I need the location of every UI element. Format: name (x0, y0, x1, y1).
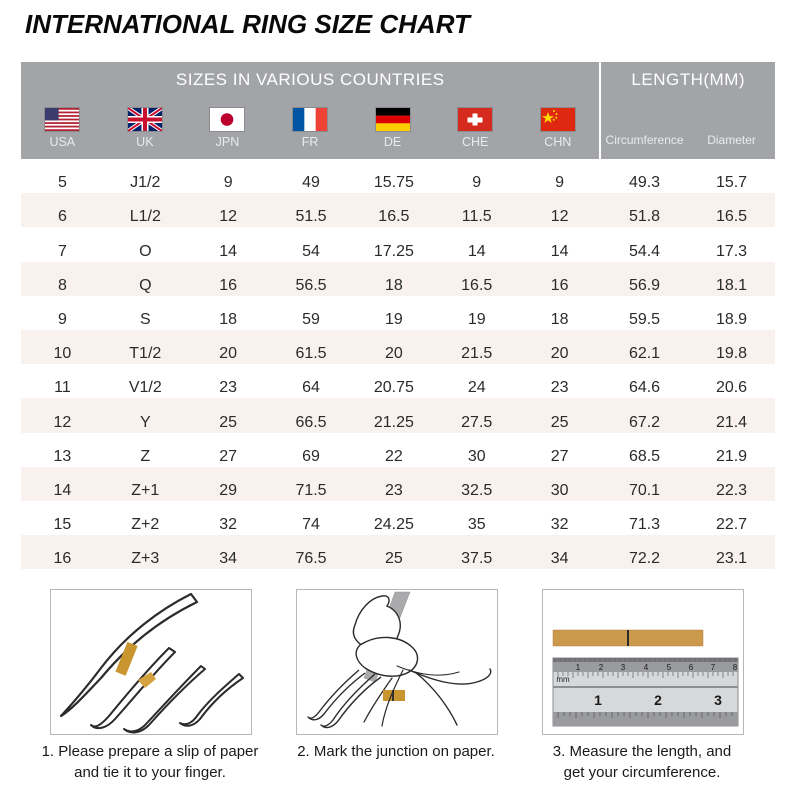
svg-text:4: 4 (644, 663, 649, 672)
svg-text:3: 3 (714, 692, 722, 708)
svg-text:1: 1 (594, 692, 602, 708)
svg-text:8: 8 (733, 663, 738, 672)
svg-text:2: 2 (599, 663, 604, 672)
svg-text:2: 2 (654, 692, 662, 708)
svg-text:6: 6 (689, 663, 694, 672)
svg-text:1: 1 (576, 663, 581, 672)
svg-text:mm: mm (556, 675, 570, 684)
svg-text:3: 3 (621, 663, 626, 672)
svg-text:7: 7 (711, 663, 716, 672)
svg-text:5: 5 (667, 663, 672, 672)
